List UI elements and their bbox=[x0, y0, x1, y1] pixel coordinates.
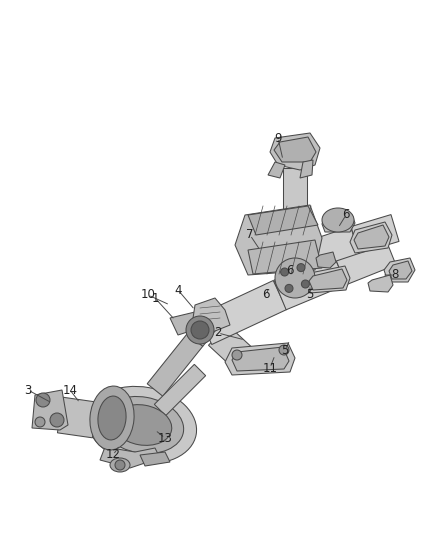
Polygon shape bbox=[100, 447, 160, 468]
Polygon shape bbox=[309, 269, 347, 290]
Polygon shape bbox=[232, 347, 289, 371]
Ellipse shape bbox=[279, 345, 289, 355]
Polygon shape bbox=[334, 235, 396, 285]
Polygon shape bbox=[147, 334, 203, 396]
Ellipse shape bbox=[322, 208, 354, 232]
Ellipse shape bbox=[191, 321, 209, 339]
Polygon shape bbox=[140, 452, 170, 466]
Text: 6: 6 bbox=[342, 208, 350, 222]
Polygon shape bbox=[248, 206, 318, 235]
Polygon shape bbox=[350, 222, 392, 253]
Text: 5: 5 bbox=[306, 288, 314, 302]
Circle shape bbox=[35, 417, 45, 427]
Circle shape bbox=[115, 460, 125, 470]
Text: 11: 11 bbox=[262, 361, 278, 375]
Polygon shape bbox=[316, 252, 336, 268]
Circle shape bbox=[301, 280, 309, 288]
Ellipse shape bbox=[90, 386, 134, 450]
Polygon shape bbox=[305, 266, 350, 293]
Text: 6: 6 bbox=[286, 263, 294, 277]
Polygon shape bbox=[274, 137, 316, 162]
Polygon shape bbox=[198, 280, 287, 344]
Polygon shape bbox=[322, 215, 355, 232]
Text: 12: 12 bbox=[106, 448, 120, 462]
Text: 9: 9 bbox=[274, 132, 282, 144]
Polygon shape bbox=[384, 258, 415, 282]
Circle shape bbox=[285, 285, 293, 293]
Polygon shape bbox=[389, 261, 412, 279]
Text: 2: 2 bbox=[214, 327, 222, 340]
Polygon shape bbox=[306, 227, 360, 268]
Polygon shape bbox=[351, 215, 399, 253]
Text: 7: 7 bbox=[246, 229, 254, 241]
Polygon shape bbox=[32, 390, 68, 430]
Polygon shape bbox=[192, 298, 230, 333]
Polygon shape bbox=[154, 365, 206, 416]
Text: 3: 3 bbox=[25, 384, 32, 397]
Polygon shape bbox=[248, 240, 322, 274]
Ellipse shape bbox=[186, 316, 214, 344]
Polygon shape bbox=[187, 309, 223, 346]
Ellipse shape bbox=[275, 258, 315, 298]
Ellipse shape bbox=[112, 405, 172, 446]
Polygon shape bbox=[225, 343, 295, 375]
Text: 6: 6 bbox=[262, 288, 270, 302]
Text: 13: 13 bbox=[158, 432, 173, 445]
Ellipse shape bbox=[232, 350, 242, 360]
Ellipse shape bbox=[88, 386, 197, 464]
Circle shape bbox=[50, 413, 64, 427]
Circle shape bbox=[281, 268, 289, 276]
Polygon shape bbox=[208, 325, 254, 370]
Text: 5: 5 bbox=[281, 343, 289, 357]
Circle shape bbox=[297, 264, 305, 272]
Polygon shape bbox=[270, 133, 320, 170]
Polygon shape bbox=[235, 205, 322, 275]
Polygon shape bbox=[354, 225, 389, 249]
Text: 10: 10 bbox=[141, 288, 155, 302]
Text: 14: 14 bbox=[63, 384, 78, 397]
Polygon shape bbox=[170, 312, 200, 335]
Polygon shape bbox=[300, 160, 313, 178]
Ellipse shape bbox=[100, 397, 184, 454]
Circle shape bbox=[36, 393, 50, 407]
Text: 1: 1 bbox=[151, 292, 159, 304]
Text: 4: 4 bbox=[174, 284, 182, 296]
Text: 8: 8 bbox=[391, 269, 399, 281]
Polygon shape bbox=[368, 275, 393, 292]
Ellipse shape bbox=[98, 396, 126, 440]
Polygon shape bbox=[274, 255, 346, 310]
Polygon shape bbox=[57, 397, 98, 438]
Polygon shape bbox=[283, 168, 307, 210]
Polygon shape bbox=[268, 162, 285, 178]
Ellipse shape bbox=[110, 458, 130, 472]
